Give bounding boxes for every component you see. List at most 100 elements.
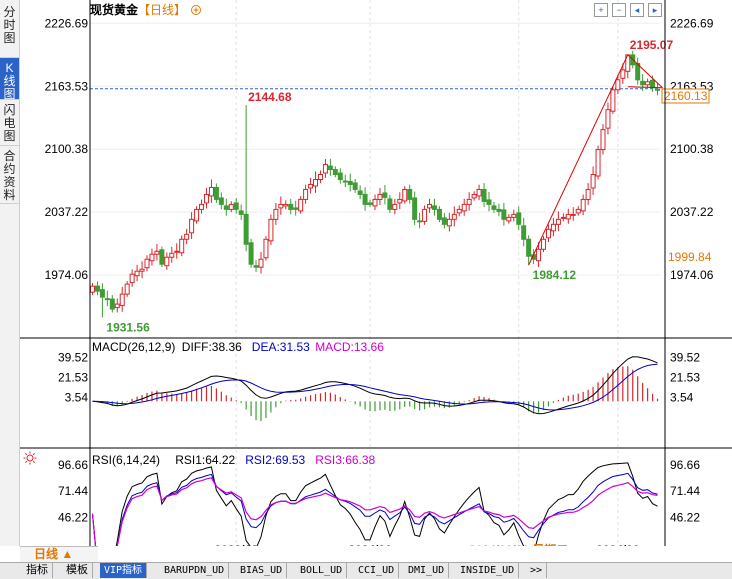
rsi-tick-left: 71.44 (58, 484, 88, 498)
macd-tick-left: 3.54 (65, 390, 89, 404)
last-price-box (661, 88, 710, 104)
candle-body (208, 186, 214, 197)
macd-tick-right: 21.53 (670, 370, 700, 384)
indicator-tab-8[interactable]: INSIDE_UD (456, 563, 520, 578)
candle-body (422, 208, 428, 222)
candle (427, 198, 433, 213)
period-button[interactable]: 日线 ▲ (34, 547, 74, 561)
candle (565, 208, 571, 224)
price-tick-left: 2037.22 (45, 205, 89, 219)
candle-body (248, 242, 254, 265)
candle-body (367, 202, 373, 205)
sidebar-tab-0[interactable]: 分时图 (0, 2, 19, 58)
candle-body (451, 213, 457, 220)
candle (486, 191, 492, 212)
candle (139, 261, 145, 279)
sidebar-tab-char: 图 (3, 129, 16, 143)
trend-line (528, 54, 629, 266)
candle-body (555, 218, 561, 225)
candle (377, 188, 383, 206)
candle-body (342, 180, 348, 183)
candle (466, 192, 472, 211)
candle-body (179, 238, 185, 254)
candle (640, 74, 646, 92)
candle (308, 178, 314, 194)
candle-body (590, 174, 596, 189)
candle (303, 184, 309, 204)
scroll-left-icon[interactable]: ◂ (630, 3, 644, 17)
candle (114, 298, 120, 313)
candle-body (317, 174, 323, 180)
candle (332, 166, 338, 178)
sidebar-tab-char: 合 (3, 149, 16, 163)
indicator-tab-6[interactable]: CCI_UD (354, 563, 400, 578)
candle-body (199, 203, 205, 210)
candle (506, 214, 512, 224)
candle (412, 191, 418, 225)
candle (600, 124, 606, 155)
candle (298, 196, 304, 214)
candle (278, 196, 284, 215)
zoom-in-icon[interactable]: + (594, 3, 608, 17)
price-tick-left: 2163.53 (45, 79, 89, 93)
indicator-tab-0[interactable]: 指标 (22, 563, 53, 578)
indicator-tab-9[interactable]: >> (526, 563, 548, 578)
candle-body (327, 165, 333, 171)
candle-body (417, 220, 423, 223)
indicator-tab-3[interactable]: BARUPDN_UD (160, 563, 230, 578)
candle-body (650, 79, 656, 89)
rsi-tick-right: 71.44 (670, 484, 700, 498)
indicator-tab-7[interactable]: DMI_UD (404, 563, 450, 578)
candle-body (412, 197, 418, 220)
candle-body (545, 228, 551, 239)
candle (258, 252, 264, 274)
sidebar-tab-char: K (5, 61, 14, 75)
candle-body (536, 248, 542, 262)
candle-body (213, 186, 219, 200)
indicator-tab-5[interactable]: BOLL_UD (296, 563, 348, 578)
x-axis-label: 2023/12 (215, 543, 259, 546)
candle (283, 200, 289, 210)
candle (605, 102, 611, 135)
macd-legend-item: MACD(26,12,9) (92, 340, 175, 354)
sun-gear-icon[interactable] (23, 451, 37, 465)
x-axis-label: 2024/01 (348, 543, 392, 546)
candle-body (263, 238, 269, 259)
candle-body (283, 203, 289, 207)
candle (555, 211, 561, 232)
candle-body (431, 205, 437, 210)
scroll-right-icon[interactable]: ▸ (648, 3, 662, 17)
sidebar-tab-2[interactable]: 闪电图 (0, 100, 19, 146)
candle (164, 252, 170, 270)
candle-body (114, 303, 120, 309)
candle-body (124, 283, 130, 295)
sidebar-tab-3[interactable]: 合约资料 (0, 146, 19, 204)
candle-body (144, 258, 150, 269)
candle (545, 224, 551, 242)
candle (238, 204, 244, 220)
circle-plus-icon[interactable] (191, 5, 201, 15)
candle-body (372, 198, 378, 207)
rsi-tick-left: 46.22 (58, 511, 88, 525)
candle (590, 166, 596, 195)
candle (327, 158, 333, 176)
indicator-tab-4[interactable]: BIAS_UD (236, 563, 288, 578)
zoom-out-icon[interactable]: − (612, 3, 626, 17)
candle (253, 260, 259, 273)
indicator-tab-1[interactable]: 模板 (62, 563, 93, 578)
candle-body (456, 208, 462, 214)
candle-body (516, 212, 522, 225)
candle-body (94, 285, 100, 292)
macd-pane: 39.52 39.52 21.53 21.53 3.54 3.54 MACD(26,12,9… (58, 340, 700, 422)
candle (560, 213, 566, 222)
candle-body (486, 199, 492, 205)
candle-body (471, 193, 477, 199)
candle-body (99, 289, 105, 298)
candle (516, 206, 522, 230)
indicator-tab-2[interactable]: VIP指标 (100, 563, 148, 578)
candle (159, 246, 165, 268)
candle-body (526, 238, 532, 257)
